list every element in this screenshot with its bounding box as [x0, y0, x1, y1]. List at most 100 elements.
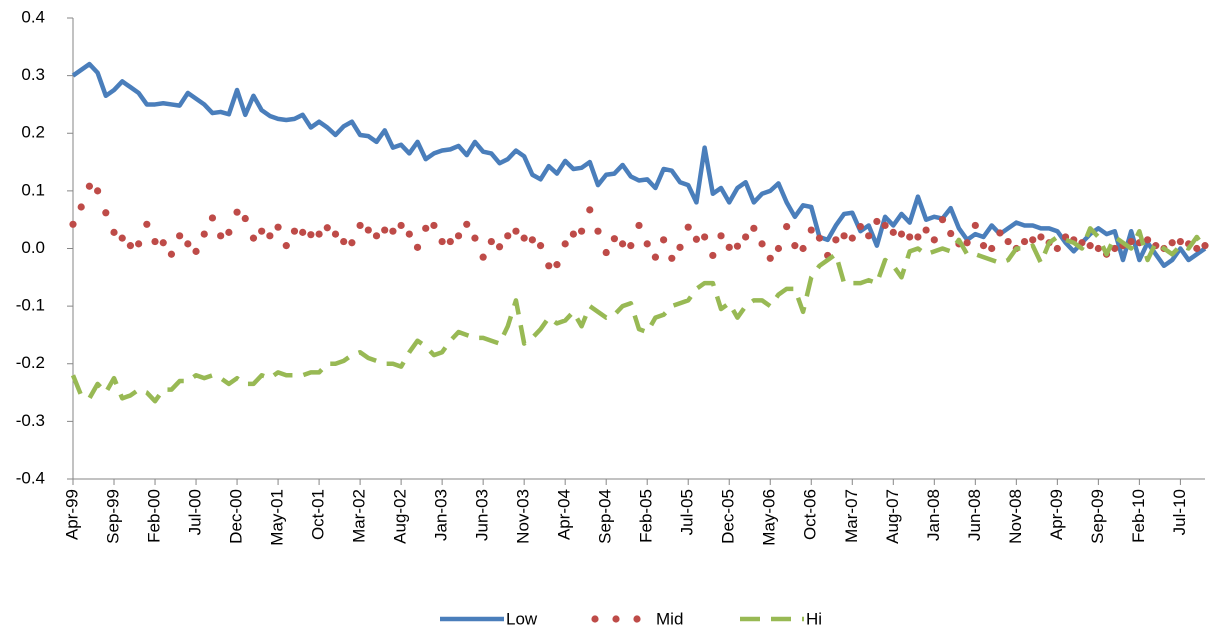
data-point	[1094, 244, 1102, 253]
data-point	[200, 230, 208, 238]
x-tick-label: Jul-00	[186, 489, 205, 535]
legend-item: Hi	[740, 609, 822, 628]
data-point	[413, 243, 422, 251]
x-tick-label: Nov-03	[514, 489, 533, 544]
data-point	[77, 203, 85, 211]
data-point	[1176, 237, 1184, 246]
x-tick-label: Mar-02	[350, 489, 369, 543]
data-point	[372, 232, 381, 240]
data-point	[791, 242, 799, 250]
data-point	[906, 233, 914, 241]
data-point	[758, 240, 766, 248]
data-point	[602, 248, 610, 257]
x-tick-label: Feb-05	[637, 489, 656, 543]
x-tick-label: Jul-05	[678, 489, 697, 535]
x-tick-label: Aug-02	[391, 489, 410, 544]
data-point	[135, 240, 143, 248]
data-point	[742, 233, 750, 241]
x-tick-label: Jul-10	[1170, 489, 1189, 535]
data-point	[873, 217, 881, 226]
data-point	[643, 240, 651, 248]
data-point	[717, 232, 725, 240]
data-point	[832, 236, 840, 244]
data-point	[143, 220, 151, 228]
data-point	[471, 234, 479, 242]
data-point	[94, 187, 102, 195]
y-tick-label: -0.1	[16, 296, 45, 315]
data-point	[618, 240, 627, 248]
data-point	[217, 232, 225, 240]
data-point	[331, 230, 340, 238]
y-tick-label: 0.2	[21, 123, 45, 142]
data-point	[979, 242, 988, 250]
x-tick-label: Apr-99	[62, 489, 81, 540]
data-point	[586, 206, 594, 214]
data-point	[167, 250, 176, 258]
x-tick-label: Jan-08	[924, 489, 943, 541]
data-point	[176, 232, 184, 240]
data-point	[799, 244, 807, 253]
legend-label: Mid	[656, 609, 683, 628]
legend-symbol	[633, 615, 641, 623]
data-point	[389, 227, 397, 235]
data-point	[454, 232, 463, 240]
data-point	[610, 235, 618, 243]
y-tick-label: -0.4	[16, 468, 45, 487]
data-point	[1201, 242, 1209, 250]
data-point	[258, 227, 266, 235]
data-point	[495, 243, 504, 251]
data-point	[118, 234, 126, 242]
data-point	[364, 226, 372, 234]
data-point	[151, 237, 159, 246]
data-point	[701, 233, 709, 241]
data-point	[241, 214, 249, 223]
data-point	[323, 224, 331, 232]
data-point	[676, 243, 684, 251]
x-tick-label: Oct-01	[309, 489, 328, 540]
data-point	[233, 208, 241, 216]
data-point	[299, 228, 307, 236]
data-point	[69, 220, 77, 228]
data-point	[922, 226, 930, 234]
data-point	[774, 244, 783, 253]
x-tick-label: Aug-07	[883, 489, 902, 544]
data-point	[520, 234, 528, 242]
data-point	[783, 223, 791, 231]
data-point	[110, 228, 118, 236]
legend-label: Low	[506, 609, 538, 628]
legend-symbol	[612, 615, 620, 623]
x-tick-label: May-06	[760, 489, 779, 546]
legend-label: Hi	[806, 609, 822, 628]
data-point	[668, 254, 676, 262]
data-point	[569, 230, 577, 238]
x-tick-label: Apr-04	[555, 489, 574, 540]
data-point	[208, 214, 217, 222]
data-point	[536, 242, 545, 250]
x-tick-label: Apr-09	[1047, 489, 1066, 540]
x-tick-label: May-01	[268, 489, 287, 546]
data-point	[159, 239, 167, 247]
data-point	[438, 237, 446, 246]
data-point	[479, 253, 487, 261]
data-point	[725, 243, 733, 251]
data-point	[594, 227, 602, 235]
data-point	[881, 221, 889, 230]
data-point	[930, 236, 938, 244]
data-point	[840, 232, 848, 240]
x-tick-label: Feb-10	[1129, 489, 1148, 543]
data-point	[512, 227, 520, 235]
data-point	[1086, 242, 1094, 250]
data-point	[627, 242, 635, 250]
data-point	[889, 228, 897, 236]
data-point	[1193, 244, 1201, 253]
data-point	[1168, 239, 1176, 247]
y-tick-label: 0.3	[21, 65, 45, 84]
data-point	[660, 236, 668, 244]
legend-symbol	[591, 615, 599, 623]
data-point	[184, 240, 192, 248]
data-point	[856, 223, 865, 231]
data-point	[290, 227, 299, 235]
data-point	[340, 237, 348, 246]
x-tick-label: Sep-09	[1088, 489, 1107, 544]
data-point	[1029, 236, 1037, 244]
